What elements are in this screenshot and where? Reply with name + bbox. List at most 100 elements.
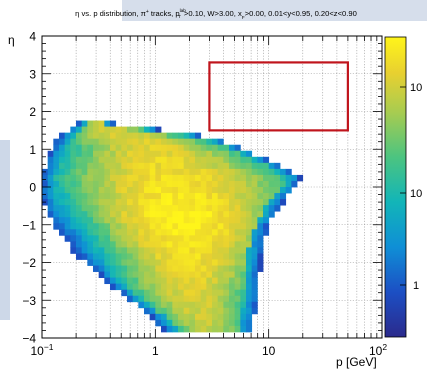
heatmap-cell [223,187,230,194]
heatmap-cell [212,168,219,176]
y-tick-label: −2 [22,256,36,270]
heatmap-cell [178,271,185,278]
heatmap-cell [212,150,219,158]
heatmap-cell [229,229,236,236]
heatmap-cell [64,193,71,200]
heatmap-cell [246,187,253,194]
heatmap-cell [93,205,100,212]
heatmap-cell [98,217,105,224]
heatmap-cell [155,283,162,291]
heatmap-cell [212,180,219,188]
heatmap-cell [155,223,162,230]
heatmap-cell [87,138,94,146]
heatmap-cell [217,229,224,236]
heatmap-cell [64,138,71,146]
heatmap-cell [127,241,134,248]
heatmap-cell [229,193,236,200]
heatmap-cell [172,283,179,291]
heatmap-cell [229,180,236,188]
heatmap-cell [110,162,117,170]
heatmap-cell [98,235,105,242]
heatmap-cell [98,138,105,146]
heatmap-cell [87,187,94,194]
heatmap-cell [251,295,258,303]
heatmap-cell [115,187,122,194]
heatmap-cell [70,150,77,158]
heatmap-cell [263,217,270,224]
heatmap-cell [240,187,247,194]
heatmap-cell [206,174,213,182]
heatmap-cell [195,319,202,327]
heatmap-cell [93,193,100,200]
heatmap-cell [166,205,173,212]
heatmap-cell [251,235,258,242]
heatmap-cell [166,247,173,254]
heatmap-cell [127,187,134,194]
heatmap-cell [229,162,236,170]
heatmap-cell [212,307,219,315]
heatmap-cell [234,168,241,176]
heatmap-cell [104,132,111,140]
heatmap-cell [161,156,168,164]
heatmap-cell [115,144,122,152]
heatmap-cell [81,138,88,146]
heatmap-cell [285,187,292,194]
heatmap-cell [110,205,117,212]
heatmap-cell [195,180,202,188]
heatmap-cell [251,223,258,230]
heatmap-cell [257,247,264,254]
heatmap-cell [240,301,247,309]
heatmap-cell [172,199,179,206]
heatmap-cell [178,205,185,212]
heatmap-cell [149,174,156,182]
heatmap-cell [53,174,60,182]
heatmap-cell [132,289,139,297]
heatmap-cell [183,150,190,158]
heatmap-cell [149,283,156,291]
heatmap-cell [189,223,196,230]
heatmap-cell [229,325,236,333]
title-rest: >0.00, 0.01<y<0.95, 0.20<z<0.90 [245,9,357,18]
heatmap-cell [138,162,145,170]
heatmap-cell [155,271,162,278]
heatmap-cell [70,235,77,242]
heatmap-cell [246,217,253,224]
heatmap-cell [42,187,49,194]
heatmap-cell [166,150,173,158]
heatmap-cell [178,301,185,309]
heatmap-cell [229,289,236,297]
heatmap-cell [161,138,168,146]
heatmap-cell [70,211,77,218]
heatmap-cell [240,247,247,254]
heatmap-cell [110,253,117,260]
heatmap-cell [104,168,111,176]
heatmap-cell [172,174,179,182]
heatmap-cell [263,156,270,164]
heatmap-cell [161,187,168,194]
heatmap-cell [98,174,105,182]
heatmap-cell [64,217,71,224]
heatmap-cell [121,162,128,170]
heatmap-cell [149,156,156,164]
heatmap-cell [115,217,122,224]
heatmap-cell [64,144,71,152]
heatmap-cell [172,150,179,158]
heatmap-cell [166,138,173,146]
heatmap-cell [257,199,264,206]
heatmap-cell [280,199,287,206]
heatmap-cell [138,205,145,212]
heatmap-cell [121,223,128,230]
heatmap-cell [121,132,128,140]
heatmap-cell [127,211,134,218]
heatmap-cell [98,223,105,230]
heatmap-cell [87,223,94,230]
heatmap-cell [93,162,100,170]
heatmap-cell [223,277,230,285]
heatmap-cell [212,211,219,218]
heatmap-cell [53,211,60,218]
heatmap-cell [81,187,88,194]
heatmap-cell [189,283,196,291]
heatmap-cell [144,301,151,309]
heatmap-cell [178,319,185,327]
heatmap-cell [53,150,60,158]
